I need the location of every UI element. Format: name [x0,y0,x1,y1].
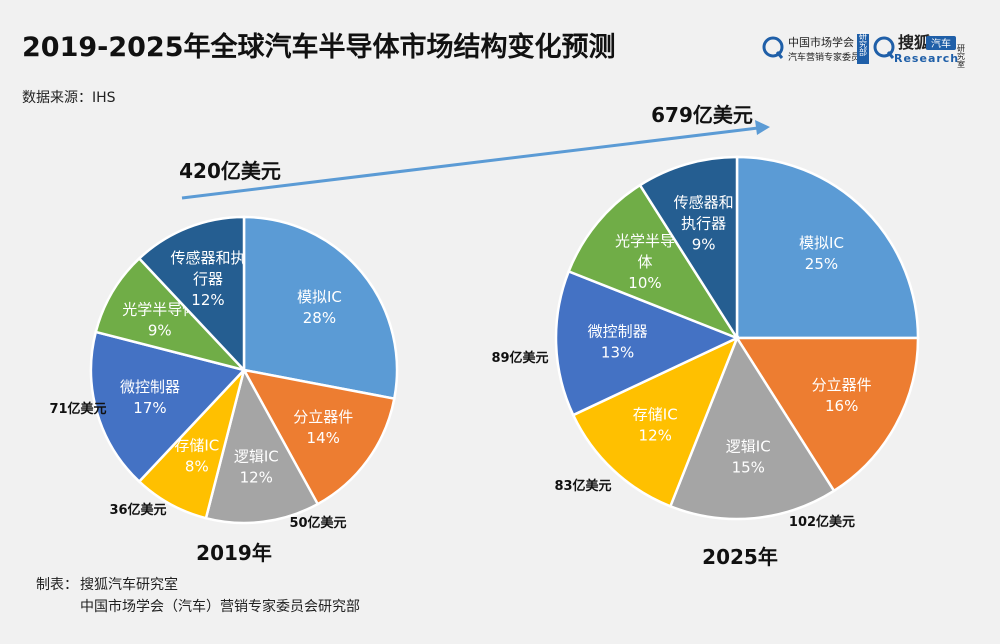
logo1-side-text: 研究部 [859,32,868,57]
amount-2019-storage-ic: 36亿美元 [109,502,166,518]
pie-1-name-sensor: 执行器 [681,214,726,232]
growth-arrow: 420亿美元 679亿美元 [179,103,770,200]
pie-1-name-logic: 逻辑IC [726,437,771,455]
pie-1-name-optical: 光学半导 [615,232,675,250]
logo1-main-text: 中国市场学会 [788,35,854,49]
pie-0-name-analog: 模拟IC [297,288,342,306]
amount-2025-discrete: 102亿美元 [789,514,855,530]
logo2-q-icon [873,36,895,58]
pie-1-slice-optical [567,183,741,341]
footer-line-2: 中国市场学会（汽车）营销专家委员会研究部 [80,598,360,615]
footer-line-1: 搜狐汽车研究室 [80,576,178,593]
pie-0-slice-discrete [241,368,396,506]
pie-2025: 模拟IC 25% 分立器件 16% 逻辑IC 15% 存储IC 12% 微控制器 13% 光学半导体… [554,155,920,521]
year-label-2019: 2019年 [196,541,272,565]
logo1-sub-text: 汽车营销专家委员会 [788,51,869,63]
pie-1-name-sensor: 传感器和 [674,193,734,211]
pie-1-name-storage: 存储IC [633,406,678,424]
logo2-tag-badge [926,36,956,50]
pie-0-name-sensor: 行器 [193,270,223,288]
pie-1-name-optical: 体 [637,253,652,271]
pie-1-label-mcu: 微控制器 13% [588,322,648,361]
pie-1-pct-discrete: 16% [825,397,858,415]
pie-0-name-sensor: 传感器和执 [170,249,245,267]
pie-1-slice-sensor [638,155,739,343]
logo2-word-text: Research [894,52,959,65]
pie-0-slice-mcu [89,330,247,484]
pie-1-label-logic: 逻辑IC 15% [726,437,771,476]
logo-q-tail-icon [775,51,784,59]
pie-0-pct-mcu: 17% [133,399,166,417]
pie-0-label-mcu: 微控制器 17% [120,378,180,417]
pie-1-label-storage: 存储IC 12% [633,406,678,445]
pie-0-pct-optical: 9% [148,322,172,340]
pie-0-slice-analog [242,215,399,401]
pie-1-pct-storage: 12% [639,427,672,445]
pie-0-label-discrete: 分立器件 14% [293,408,353,447]
pie-1-slice-storage [571,335,740,508]
pie-1-label-discrete: 分立器件 16% [812,376,872,415]
growth-arrow-line [181,126,759,200]
pie-1-slice-discrete [734,336,920,493]
pie-0-name-discrete: 分立器件 [293,408,353,426]
pie-0-slice-logic [204,366,320,525]
logo-q-icon [762,36,784,58]
pie-0-label-analog: 模拟IC 28% [297,288,342,327]
pie-0-pct-discrete: 14% [307,429,340,447]
pie-0-label-sensor: 传感器和执行器 12% [170,249,245,309]
pie-1-label-analog: 模拟IC 25% [799,234,844,273]
amount-2025-storage-ic: 83亿美元 [554,478,611,494]
growth-arrow-head-icon [755,120,770,135]
pie-1-slice-analog [735,155,920,340]
pie-1-pct-sensor: 9% [692,235,716,253]
pie-0-slice-optical [94,256,248,373]
pie-0-name-optical: 光学半导体 [122,301,197,319]
pie-1-name-discrete: 分立器件 [812,376,872,394]
pie-2019: 模拟IC 28% 分立器件 14% 逻辑IC 12% 存储IC 8% 微控制器 17% 光学半导体 9… [89,215,399,525]
pie-0-name-storage: 存储IC [174,436,219,454]
amount-2019-discrete: 50亿美元 [289,515,346,531]
pie-0-pct-sensor: 12% [191,291,224,309]
logo2-side-text: 研究室 [957,44,966,68]
logo1-side-badge [857,34,869,64]
pie-0-pct-logic: 12% [240,469,273,487]
pie-0-label-optical: 光学半导体 9% [122,301,197,340]
pie-0-pct-analog: 28% [303,309,336,327]
total-2025-label: 679亿美元 [651,103,753,127]
logo-china-marketing-association: 中国市场学会 汽车营销专家委员会 研究部 [762,32,869,64]
chart-title: 2019-2025年全球汽车半导体市场结构变化预测 [22,31,616,63]
pie-1-name-analog: 模拟IC [799,234,844,252]
footer-label: 制表： [36,577,78,593]
logo2-q-tail-icon [886,51,895,59]
pie-1-label-sensor: 传感器和执行器 9% [674,193,734,253]
pie-1-pct-logic: 15% [732,458,765,476]
pie-1-slice-mcu [554,269,741,417]
amount-2025-microcontroller: 89亿美元 [491,350,548,366]
pie-1-pct-analog: 25% [805,255,838,273]
pie-1-name-mcu: 微控制器 [588,322,648,340]
pie-0-name-mcu: 微控制器 [120,378,180,396]
pie-0-label-storage: 存储IC 8% [174,436,219,475]
pie-0-label-logic: 逻辑IC 12% [234,448,279,487]
pie-0-slice-sensor [137,215,246,374]
pie-1-slice-logic [668,335,836,521]
pie-0-name-logic: 逻辑IC [234,448,279,466]
year-label-2025: 2025年 [702,545,778,569]
logo-sohu-auto-research: 搜狐 汽车 Research 研究室 [873,33,966,68]
pie-0-pct-storage: 8% [185,457,209,475]
total-2019-label: 420亿美元 [179,159,281,183]
amount-2019-microcontroller: 71亿美元 [49,401,106,417]
pie-1-label-optical: 光学半导体 10% [615,232,675,292]
data-source: 数据来源：IHS [22,90,116,106]
pie-1-pct-optical: 10% [628,274,661,292]
logo2-tag-text: 汽车 [931,37,951,50]
pie-1-pct-mcu: 13% [601,343,634,361]
logo2-main-text: 搜狐 [898,33,930,52]
